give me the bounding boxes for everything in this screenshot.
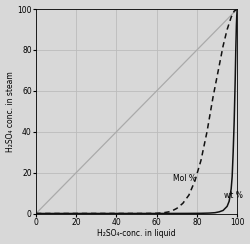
- X-axis label: H₂SO₄-conc. in liquid: H₂SO₄-conc. in liquid: [97, 229, 176, 238]
- Text: Mol %: Mol %: [173, 174, 196, 183]
- Y-axis label: H₂SO₄ conc. in steam: H₂SO₄ conc. in steam: [6, 71, 15, 152]
- Text: wt %: wt %: [224, 191, 243, 200]
